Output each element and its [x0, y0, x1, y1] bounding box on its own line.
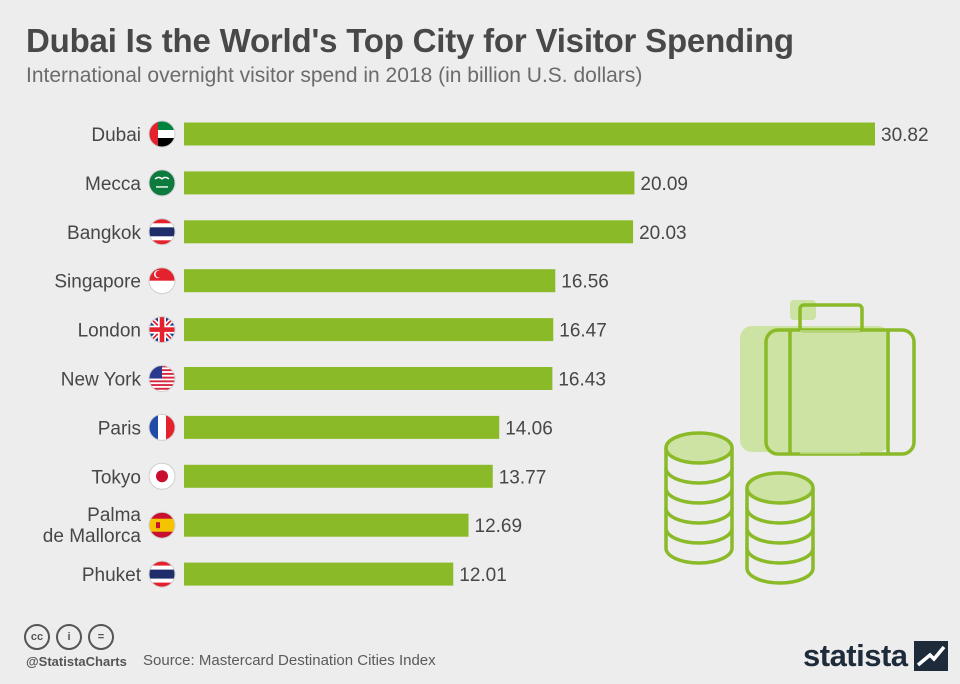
- bar-chart: Dubai 30.82 Mecca 20.09 Bangkok 20.03 Singapor…: [43, 120, 929, 588]
- bar-row: Phuket 12.01: [82, 560, 507, 588]
- bar: [184, 367, 553, 390]
- value-label: 16.56: [561, 272, 609, 293]
- value-label: 20.09: [640, 174, 688, 195]
- bar-row: Tokyo 13.77: [91, 462, 547, 490]
- cc-license-icon: cc: [24, 624, 50, 650]
- bar-row: Dubai 30.82: [91, 120, 929, 148]
- bar-row: London 16.47: [78, 316, 607, 344]
- category-label: Paris: [98, 418, 141, 439]
- category-label: Tokyo: [91, 467, 141, 488]
- singapore-flag-icon: [148, 267, 176, 295]
- bar-row: Mecca 20.09: [85, 169, 688, 197]
- value-label: 16.47: [559, 321, 607, 342]
- uae-flag-icon: [148, 120, 176, 148]
- usa-flag-icon: [148, 365, 176, 392]
- bar: [184, 269, 556, 293]
- bar: [184, 415, 500, 439]
- category-label: London: [78, 321, 141, 342]
- bar-row: Palma de Mallorca 12.69: [43, 505, 522, 547]
- suitcase-icon: [740, 300, 916, 456]
- source-note: Source: Mastercard Destination Cities In…: [143, 652, 436, 669]
- category-label: Phuket: [82, 565, 142, 586]
- value-label: 12.01: [459, 565, 507, 586]
- bar: [184, 464, 493, 488]
- category-label: Bangkok: [67, 223, 141, 244]
- saudi-arabia-flag-icon: [148, 169, 176, 197]
- bar: [184, 122, 875, 146]
- bar-row: Paris 14.06: [98, 413, 553, 441]
- value-label: 30.82: [881, 125, 929, 146]
- statista-logo-icon: [913, 641, 948, 671]
- cc-license-icon: i: [56, 624, 82, 650]
- bar-row: Singapore 16.56: [54, 267, 609, 295]
- thailand-flag-icon: [148, 560, 176, 588]
- bar: [184, 171, 635, 195]
- value-label: 16.43: [558, 370, 606, 391]
- value-label: 12.69: [475, 516, 523, 537]
- category-label: New York: [61, 370, 142, 391]
- cc-license-icon: =: [88, 624, 114, 650]
- bar: [184, 562, 454, 586]
- suitcase-coins-illustration: [664, 300, 916, 585]
- spain-flag-icon: [148, 511, 176, 539]
- value-label: 13.77: [499, 467, 547, 488]
- statista-logo: statista: [803, 638, 948, 674]
- license-icons: cc i =: [24, 624, 114, 650]
- coin-stack-icon: [664, 431, 734, 565]
- thailand-flag-icon: [148, 218, 176, 246]
- bar: [184, 513, 469, 537]
- category-label: Dubai: [91, 125, 141, 146]
- category-label: Singapore: [54, 272, 141, 293]
- value-label: 20.03: [639, 223, 687, 244]
- chart-title: Dubai Is the World's Top City for Visito…: [26, 22, 794, 59]
- value-label: 14.06: [505, 418, 553, 439]
- bar: [184, 220, 634, 244]
- brand-wordmark: statista: [803, 638, 908, 673]
- bar-row: New York 16.43: [61, 365, 606, 392]
- coin-stack-icon: [745, 471, 815, 585]
- category-label: Palma de Mallorca: [43, 505, 142, 547]
- bar-row: Bangkok 20.03: [67, 218, 687, 246]
- bar: [184, 318, 554, 342]
- uk-flag-icon: [148, 316, 176, 344]
- social-handle: @StatistaCharts: [26, 654, 127, 669]
- category-label: Mecca: [85, 174, 141, 195]
- france-flag-icon: [148, 413, 176, 441]
- chart-subtitle: International overnight visitor spend in…: [26, 64, 643, 87]
- japan-flag-icon: [148, 462, 176, 490]
